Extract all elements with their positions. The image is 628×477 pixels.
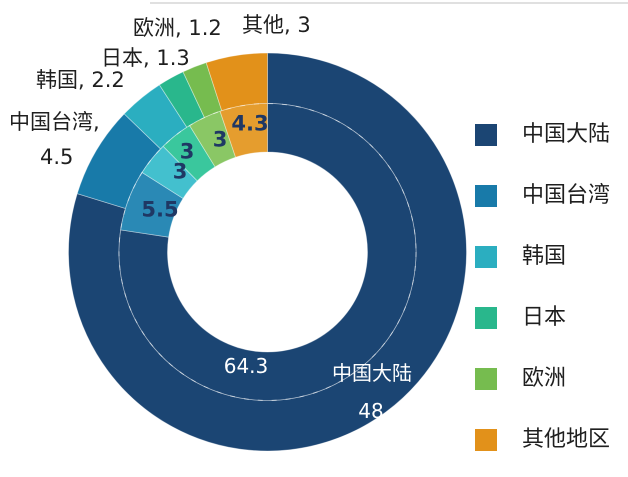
- callout-label-taiwan-value: 4.5: [40, 145, 74, 169]
- legend-swatch-icon: [475, 245, 497, 268]
- legend-item-china-mainland: 中国大陆: [475, 123, 610, 146]
- legend-item-japan: 日本: [475, 306, 610, 329]
- legend-swatch-icon: [475, 123, 497, 146]
- legend-label: 中国台湾: [522, 182, 611, 208]
- legend-label: 韩国: [522, 243, 567, 269]
- callout-label-taiwan-name: 中国台湾,: [9, 110, 100, 134]
- callout-label-other: 其他, 3: [242, 13, 311, 37]
- callout-label-europe: 欧洲, 1.2: [133, 16, 222, 40]
- donut-slice-inner-中国大陆: [118, 103, 417, 401]
- inner-ring-value-china: 64.3: [223, 354, 269, 378]
- legend-label: 中国大陆: [522, 121, 611, 147]
- inner-ring-value-taiwan: 5.5: [141, 197, 179, 222]
- legend-swatch-icon: [475, 367, 497, 390]
- top-border-line: [150, 2, 628, 4]
- legend-item-taiwan: 中国台湾: [475, 184, 610, 207]
- donut-slice-inner-其他地区: [219, 103, 268, 158]
- legend-swatch-icon: [475, 428, 497, 451]
- inner-ring-value-other: 4.3: [231, 111, 269, 136]
- legend-swatch-icon: [475, 184, 497, 207]
- inner-ring-value-europe: 3: [212, 127, 228, 152]
- legend-label: 欧洲: [522, 365, 567, 391]
- legend-item-korea: 韩国: [475, 245, 610, 268]
- callout-label-korea: 韩国, 2.2: [36, 68, 125, 92]
- inner-ring-value-japan: 3: [179, 139, 195, 164]
- legend-swatch-icon: [475, 306, 497, 329]
- callout-label-japan: 日本, 1.3: [101, 46, 190, 70]
- legend-label: 日本: [522, 304, 567, 330]
- outer-ring-label-china: 中国大陆: [332, 361, 412, 385]
- legend-label: 其他地区: [522, 426, 611, 452]
- inner-ring-value-korea: 3: [172, 159, 188, 184]
- legend: 中国大陆 中国台湾 韩国 日本 欧洲 其他地区: [475, 123, 610, 477]
- ring-boundary-line: [118, 103, 417, 401]
- legend-item-other-regions: 其他地区: [475, 428, 610, 451]
- legend-item-europe: 欧洲: [475, 367, 610, 390]
- outer-ring-value-china: 48: [358, 399, 384, 423]
